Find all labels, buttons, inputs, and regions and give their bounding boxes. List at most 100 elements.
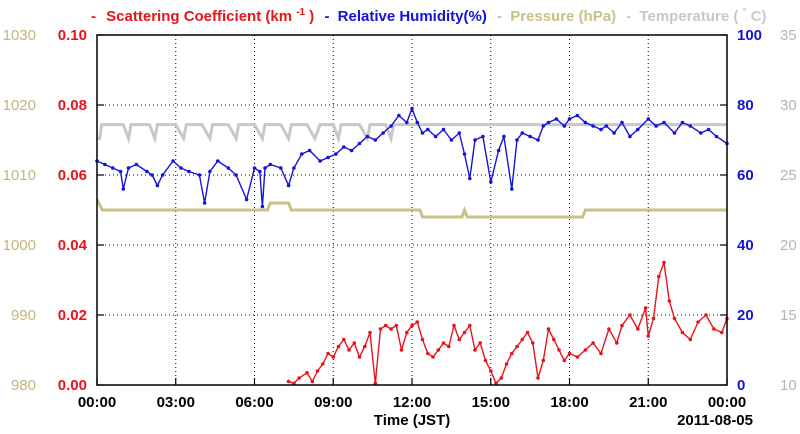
data-point-humidity	[450, 138, 454, 142]
legend-pressure-dash: -	[497, 8, 502, 25]
data-point-humidity	[227, 166, 231, 170]
data-point-humidity	[111, 166, 115, 170]
data-point-scattering	[316, 369, 320, 373]
data-point-humidity	[568, 117, 572, 121]
legend-temperature-degree: °	[743, 7, 747, 18]
data-point-humidity	[127, 166, 131, 170]
x-tick-label: 06:00	[235, 394, 273, 411]
data-point-scattering	[696, 320, 700, 324]
data-point-humidity	[342, 145, 346, 149]
data-point-humidity	[263, 166, 267, 170]
data-point-scattering	[358, 355, 362, 359]
data-point-humidity	[203, 201, 207, 205]
data-point-scattering	[332, 355, 336, 359]
data-point-scattering	[584, 348, 588, 352]
x-axis-title: Time (JST)	[374, 412, 450, 429]
data-point-humidity	[434, 135, 438, 139]
data-point-humidity	[521, 131, 525, 135]
y-tick-label-pressure: 1000	[3, 237, 36, 254]
data-point-scattering	[662, 261, 666, 265]
data-point-humidity	[198, 173, 202, 177]
data-point-humidity	[410, 107, 414, 111]
data-point-humidity	[258, 170, 262, 174]
data-point-scattering	[500, 376, 504, 380]
data-point-scattering	[305, 371, 309, 375]
data-point-scattering	[347, 348, 351, 352]
data-point-humidity	[366, 135, 370, 139]
data-point-humidity	[326, 156, 330, 160]
series-humidity	[95, 107, 729, 209]
data-point-humidity	[681, 121, 685, 125]
data-point-humidity	[542, 124, 546, 128]
data-point-scattering	[437, 348, 441, 352]
data-point-humidity	[308, 149, 312, 153]
data-point-scattering	[547, 327, 551, 331]
data-point-scattering	[416, 320, 420, 324]
data-point-scattering	[287, 380, 291, 384]
data-point-scattering	[431, 355, 435, 359]
data-point-humidity	[620, 121, 624, 125]
data-point-scattering	[681, 331, 685, 335]
x-tick-label: 15:00	[472, 394, 510, 411]
data-point-scattering	[297, 376, 301, 380]
data-point-scattering	[379, 327, 383, 331]
data-point-humidity	[421, 131, 425, 135]
data-point-humidity	[555, 117, 559, 121]
data-point-humidity	[216, 159, 220, 163]
y-tick-label-pressure: 990	[11, 307, 36, 324]
data-point-humidity	[156, 184, 160, 188]
y-tick-label-humidity: 20	[737, 307, 754, 324]
data-point-humidity	[515, 138, 519, 142]
date-label: 2011-08-05	[677, 412, 753, 429]
data-point-humidity	[497, 149, 501, 153]
data-point-scattering	[473, 348, 477, 352]
data-point-humidity	[628, 135, 632, 139]
data-point-humidity	[563, 124, 567, 128]
data-point-humidity	[502, 135, 506, 139]
data-point-scattering	[368, 331, 372, 335]
x-tick-label: 00:00	[708, 394, 746, 411]
y-tick-label-humidity: 40	[737, 237, 754, 254]
legend-humidity-dash: -	[324, 8, 329, 25]
data-point-humidity	[673, 131, 677, 135]
data-point-humidity	[381, 131, 385, 135]
data-point-humidity	[481, 135, 485, 139]
legend-temperature-label-tail: C)	[751, 8, 767, 25]
data-point-scattering	[389, 327, 393, 331]
data-point-scattering	[442, 341, 446, 345]
data-point-humidity	[374, 138, 378, 142]
y-tick-label-humidity: 80	[737, 97, 754, 114]
y-tick-label-pressure: 1010	[3, 167, 36, 184]
legend-humidity-label: Relative Humidity(%)	[338, 8, 487, 25]
data-point-humidity	[654, 124, 658, 128]
data-point-humidity	[253, 166, 257, 170]
series-line-pressure	[97, 200, 727, 218]
y-tick-label-scattering: 0.08	[58, 97, 87, 114]
data-point-humidity	[468, 177, 472, 181]
data-point-scattering	[557, 348, 561, 352]
data-point-humidity	[318, 159, 322, 163]
data-point-scattering	[311, 380, 315, 384]
legend-scattering-label: Scattering Coefficient (km	[106, 8, 292, 25]
data-point-humidity	[269, 163, 273, 167]
data-point-scattering	[563, 359, 567, 363]
data-point-scattering	[405, 331, 409, 335]
data-point-humidity	[103, 163, 107, 167]
data-point-humidity	[300, 152, 304, 156]
data-point-humidity	[689, 124, 693, 128]
legend-scattering-label-tail: )	[309, 8, 314, 25]
data-point-humidity	[536, 138, 540, 142]
data-point-scattering	[568, 352, 572, 356]
data-point-scattering	[712, 327, 716, 331]
data-point-scattering	[673, 317, 677, 321]
y-tick-label-temperature: 20	[780, 237, 797, 254]
y-tick-label-scattering: 0.00	[58, 377, 87, 394]
data-point-humidity	[576, 114, 580, 118]
data-point-scattering	[484, 359, 488, 363]
data-point-humidity	[389, 124, 393, 128]
data-point-scattering	[505, 362, 509, 366]
data-point-humidity	[510, 187, 514, 191]
data-point-scattering	[363, 345, 367, 349]
data-point-scattering	[452, 324, 456, 328]
